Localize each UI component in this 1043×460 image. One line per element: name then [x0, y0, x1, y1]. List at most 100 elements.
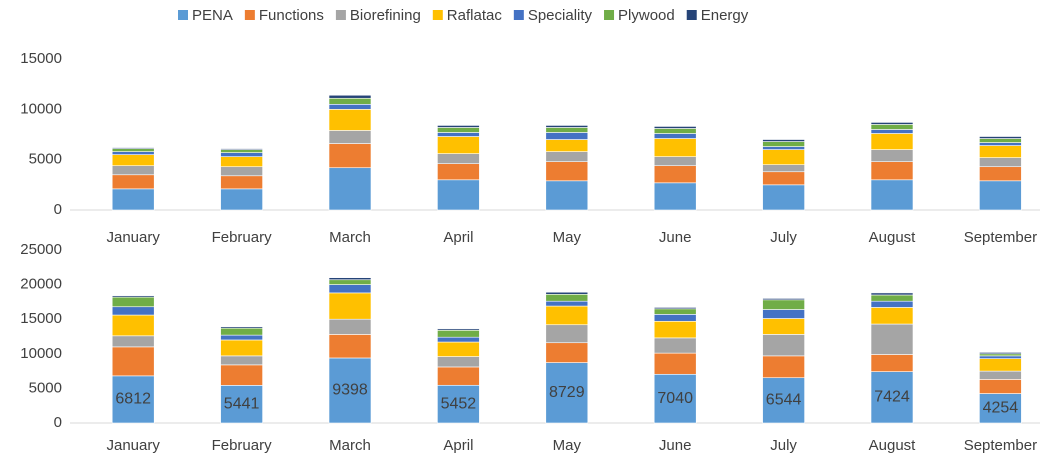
bar-segment — [328, 130, 372, 144]
bar-segment — [762, 309, 805, 319]
bar-segment — [545, 362, 589, 424]
bar-segment — [437, 132, 480, 137]
y-tick-label: 15000 — [20, 50, 62, 67]
legend-label: Functions — [259, 7, 324, 24]
bar-segment — [653, 138, 697, 157]
bar-segment — [762, 355, 805, 379]
bar-segment — [762, 139, 805, 142]
bar-segment — [328, 292, 372, 320]
bar-segment — [111, 151, 155, 155]
bar-segment — [220, 166, 263, 177]
bar-segment — [220, 326, 263, 329]
legend-swatch — [604, 10, 615, 20]
bar-segment — [979, 355, 1022, 359]
x-tick-label: June — [659, 437, 692, 454]
bar-segment — [545, 151, 589, 162]
bar-segment — [111, 147, 155, 149]
bar-segment — [653, 308, 697, 315]
bar-segment — [328, 318, 372, 335]
legend-swatch — [686, 10, 697, 20]
bar-segment — [979, 358, 1022, 372]
bar-segment — [111, 296, 155, 308]
legend-label: Raflatac — [447, 7, 503, 24]
bar-segment — [979, 352, 1022, 355]
x-tick-label: June — [659, 229, 692, 246]
y-tick-label: 10000 — [20, 345, 62, 362]
bar-segment — [870, 124, 914, 130]
x-tick-label: May — [553, 229, 582, 246]
bar-segment — [979, 393, 1022, 424]
y-tick-label: 25000 — [20, 241, 62, 258]
bar-segment — [653, 128, 697, 134]
bar-segment — [220, 148, 263, 150]
legend-swatch — [178, 10, 188, 20]
bar-segment — [979, 180, 1022, 211]
x-tick-label: August — [869, 437, 917, 454]
y-tick-label: 5000 — [29, 379, 62, 396]
bar-segment — [762, 318, 805, 335]
bar-segment — [111, 346, 155, 377]
bar-segment — [653, 182, 697, 211]
bar-segment — [328, 109, 372, 131]
bar-segment — [653, 165, 697, 184]
bar-segment — [437, 366, 480, 386]
bar-segment — [220, 364, 263, 386]
data-label: 5441 — [224, 395, 260, 412]
bar-segment — [328, 94, 372, 99]
x-tick-label: May — [553, 437, 582, 454]
bar-segment — [111, 154, 155, 167]
bar-segment — [762, 334, 805, 357]
x-tick-label: July — [770, 229, 797, 246]
x-tick-label: February — [212, 437, 273, 454]
bar-segment — [437, 341, 480, 357]
bar-segment — [437, 356, 480, 368]
bar-segment — [111, 314, 155, 337]
bar-segment — [545, 132, 589, 140]
y-tick-label: 20000 — [20, 276, 62, 293]
bar-segment — [545, 300, 589, 307]
bar-segment — [870, 292, 914, 296]
bar-segment — [870, 294, 914, 302]
bar-segment — [653, 373, 697, 424]
bar-segment — [220, 355, 263, 366]
x-tick-label: January — [107, 437, 161, 454]
bar-segment — [653, 314, 697, 322]
bar-segment — [870, 161, 914, 181]
bar-segment — [328, 277, 372, 281]
bar-segment — [762, 141, 805, 147]
bar-segment — [220, 175, 263, 190]
bar-segment — [437, 136, 480, 154]
bar-segment — [545, 161, 589, 182]
bar-segment — [762, 184, 805, 211]
y-tick-label: 10000 — [20, 100, 62, 117]
data-label: 6812 — [115, 391, 151, 408]
bar-segment — [870, 371, 914, 424]
bar-segment — [437, 153, 480, 164]
bar-segment — [437, 127, 480, 133]
bar-segment — [437, 329, 480, 338]
data-label: 6544 — [766, 392, 802, 409]
bar-segment — [111, 148, 155, 152]
x-tick-label: January — [107, 229, 161, 246]
bar-segment — [437, 384, 480, 424]
legend-label: Energy — [701, 7, 749, 24]
bar-segment — [220, 327, 263, 336]
bar-segment — [220, 339, 263, 357]
bar-segment — [328, 284, 372, 294]
y-tick-label: 0 — [54, 414, 62, 431]
bar-segment — [111, 188, 155, 211]
bar-segment — [870, 323, 914, 355]
x-tick-label: September — [964, 437, 1037, 454]
legend-swatch — [335, 10, 346, 20]
bar-segment — [762, 146, 805, 150]
bar-segment — [762, 171, 805, 186]
bar-segment — [328, 97, 372, 105]
y-tick-label: 0 — [54, 201, 62, 218]
bar-segment — [653, 133, 697, 139]
x-tick-label: March — [329, 229, 371, 246]
legend-label: PENA — [192, 7, 233, 24]
bar-segment — [111, 375, 155, 424]
bar-segment — [437, 125, 480, 128]
bar-segment — [545, 127, 589, 133]
